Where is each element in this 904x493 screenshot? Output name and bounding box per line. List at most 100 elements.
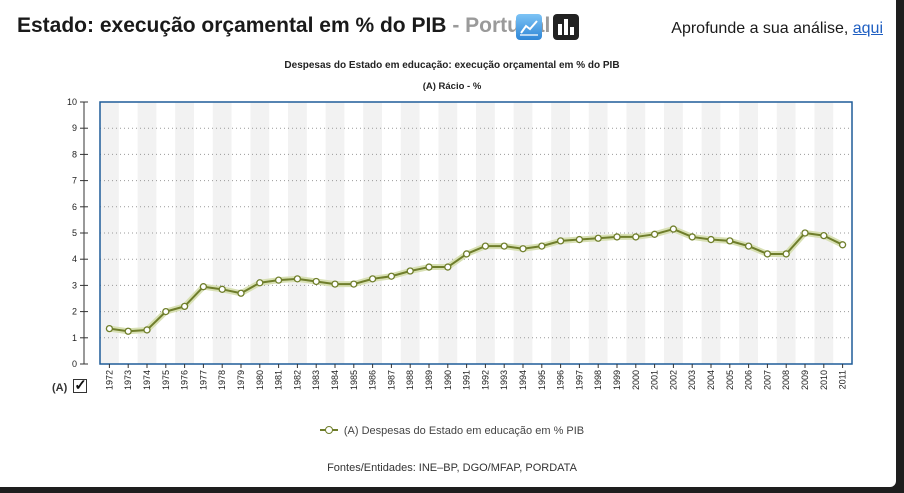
x-tick-label: 2007 — [762, 370, 772, 390]
line-chart-icon[interactable] — [516, 14, 542, 40]
y-tick-label: 10 — [67, 97, 77, 107]
title-text: Estado: execução orçamental em % do PIB — [17, 14, 447, 37]
x-tick-label: 1992 — [480, 370, 490, 390]
plot-band — [137, 102, 157, 364]
x-tick-label: 1983 — [311, 370, 321, 390]
chart-title: Despesas do Estado em educação: execução… — [284, 60, 620, 71]
x-tick-label: 1978 — [217, 370, 227, 390]
plot-band — [288, 102, 307, 364]
plot-band — [701, 102, 721, 364]
x-tick-label: 2002 — [668, 370, 678, 390]
y-tick-label: 6 — [72, 202, 77, 212]
data-point — [312, 277, 320, 286]
y-tick-label: 7 — [72, 176, 77, 186]
x-tick-label: 1989 — [424, 370, 434, 390]
x-tick-label: 2001 — [650, 370, 660, 390]
data-point — [124, 327, 132, 335]
data-point — [481, 242, 490, 250]
data-point — [782, 250, 790, 258]
y-tick-label: 8 — [72, 149, 77, 159]
x-tick-label: 2008 — [781, 370, 791, 390]
x-tick-label: 1982 — [292, 370, 302, 390]
title-separator: - — [446, 14, 466, 37]
series-toggle[interactable]: (A) — [52, 376, 88, 394]
data-point — [801, 229, 809, 237]
x-tick-label: 1974 — [142, 370, 152, 390]
y-tick-label: 3 — [72, 280, 77, 290]
x-tick-label: 2010 — [819, 370, 829, 390]
data-point — [594, 234, 602, 242]
plot-band — [476, 102, 495, 364]
x-tick-label: 1979 — [236, 370, 246, 390]
data-point — [726, 237, 734, 245]
x-tick-label: 1980 — [255, 370, 265, 390]
data-point — [500, 242, 508, 250]
x-tick-label: 1998 — [593, 370, 603, 390]
plot-band — [438, 102, 458, 364]
line-chart: 0 1 2 3 4 5 6 7 8 9 10 1972 1973 1974 1975 1976 1977 1978… — [67, 97, 853, 390]
series-toggle-label: (A) — [52, 382, 68, 394]
bar-chart-icon[interactable] — [553, 14, 579, 40]
x-tick-label: 1995 — [537, 370, 547, 390]
plot-band — [513, 102, 533, 364]
plot-band — [588, 102, 608, 364]
x-tick-label: 1975 — [161, 370, 171, 390]
data-point — [744, 242, 753, 250]
data-point — [162, 307, 170, 316]
y-tick-label: 2 — [72, 307, 77, 317]
x-tick-label: 2000 — [631, 370, 641, 390]
deep-analysis-link[interactable]: aqui — [852, 20, 883, 37]
x-tick-label: 1972 — [104, 370, 114, 390]
x-tick-label: 1977 — [198, 370, 208, 390]
legend-label[interactable]: (A) Despesas do Estado em educação em % … — [343, 425, 585, 437]
y-tick-label: 0 — [72, 359, 77, 369]
data-point — [707, 235, 715, 244]
x-tick-label: 1976 — [180, 370, 190, 390]
data-point — [256, 279, 264, 287]
x-tick-label: 1994 — [518, 370, 528, 390]
data-point — [820, 231, 828, 240]
data-point — [575, 235, 584, 244]
data-point — [218, 285, 226, 293]
data-point — [199, 283, 208, 291]
x-tick-label: 2004 — [706, 370, 716, 390]
data-point — [425, 263, 433, 271]
chart-panel: Estado: execução orçamental em % do PIB … — [0, 0, 896, 487]
data-point — [688, 233, 696, 241]
x-tick-label: 1993 — [499, 370, 509, 390]
data-point — [237, 289, 245, 297]
x-tick-label: 1984 — [330, 370, 340, 390]
x-tick-label: 1973 — [123, 370, 133, 390]
data-point — [444, 263, 452, 271]
data-point — [556, 237, 565, 245]
x-tick-label: 2005 — [725, 370, 735, 390]
data-point — [763, 250, 772, 258]
plot-band — [100, 102, 119, 364]
data-point — [368, 275, 377, 283]
plot-frame — [99, 101, 853, 365]
plot-band — [776, 102, 796, 364]
plot-band — [212, 102, 232, 364]
series-checkbox[interactable] — [73, 376, 88, 394]
data-point — [387, 272, 396, 280]
data-point — [180, 302, 189, 311]
y-tick-label: 4 — [72, 254, 77, 264]
data-point — [293, 275, 302, 283]
x-tick-label: 1991 — [462, 370, 472, 390]
x-tick-label: 1985 — [349, 370, 359, 390]
legend: (A) Despesas do Estado em educação em % … — [0, 425, 904, 437]
plot-band — [626, 102, 646, 364]
data-point — [613, 233, 621, 241]
data-point — [650, 230, 659, 238]
data-point — [105, 324, 114, 333]
x-tick-label: 1988 — [405, 370, 415, 390]
plot-band — [250, 102, 270, 364]
x-tick-label: 2009 — [800, 370, 810, 390]
source-note: Fontes/Entidades: INE–BP, DGO/MFAP, PORD… — [327, 462, 577, 474]
x-tick-label: 2011 — [838, 370, 848, 389]
series-line — [109, 228, 844, 333]
x-tick-label: 1986 — [368, 370, 378, 390]
legend-line-marker-icon — [319, 425, 338, 435]
plot-band — [664, 102, 683, 364]
data-point — [274, 276, 283, 284]
